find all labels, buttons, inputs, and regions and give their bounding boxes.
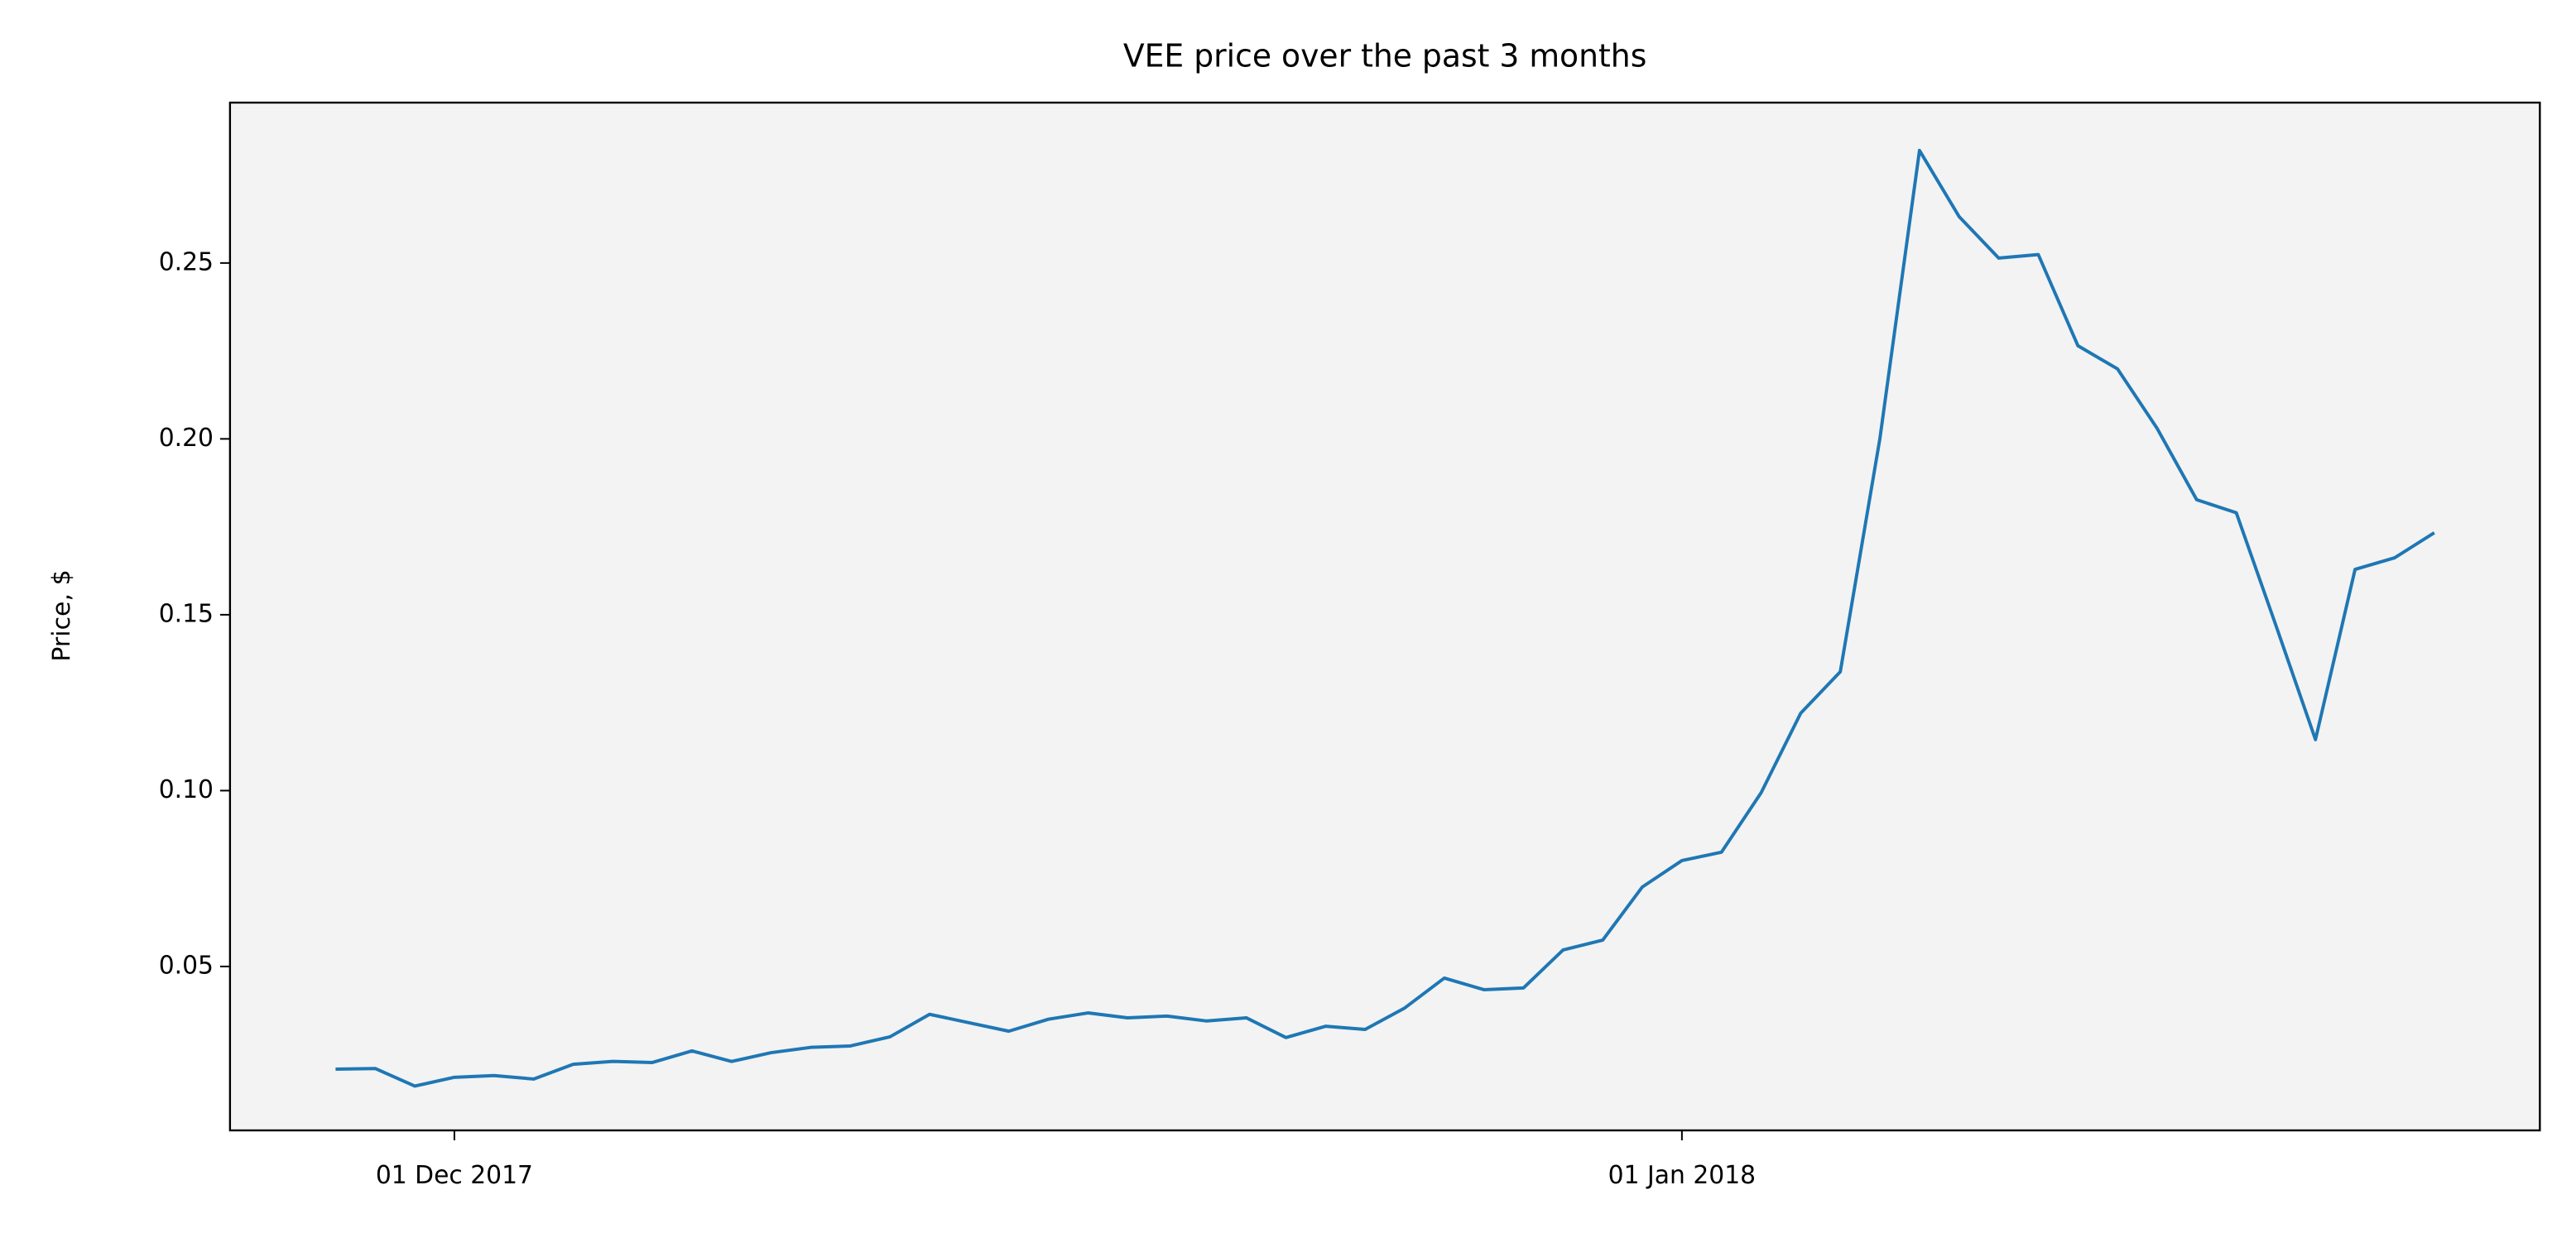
x-tick-label: 01 Dec 2017 <box>376 1161 533 1190</box>
y-tick-label: 0.20 <box>159 424 214 453</box>
y-tick-label: 0.10 <box>159 775 214 804</box>
y-tick-label: 0.15 <box>159 599 214 628</box>
y-tick-label: 0.05 <box>159 951 214 980</box>
price-line <box>335 148 2435 1088</box>
y-tick-label: 0.25 <box>159 247 214 276</box>
plot-frame <box>228 101 2541 1132</box>
x-tick-label: 01 Jan 2018 <box>1608 1161 1756 1190</box>
chart-title: VEE price over the past 3 months <box>1123 37 1647 74</box>
plot-background <box>229 103 2540 1130</box>
y-axis-label: Price, $ <box>47 569 76 661</box>
